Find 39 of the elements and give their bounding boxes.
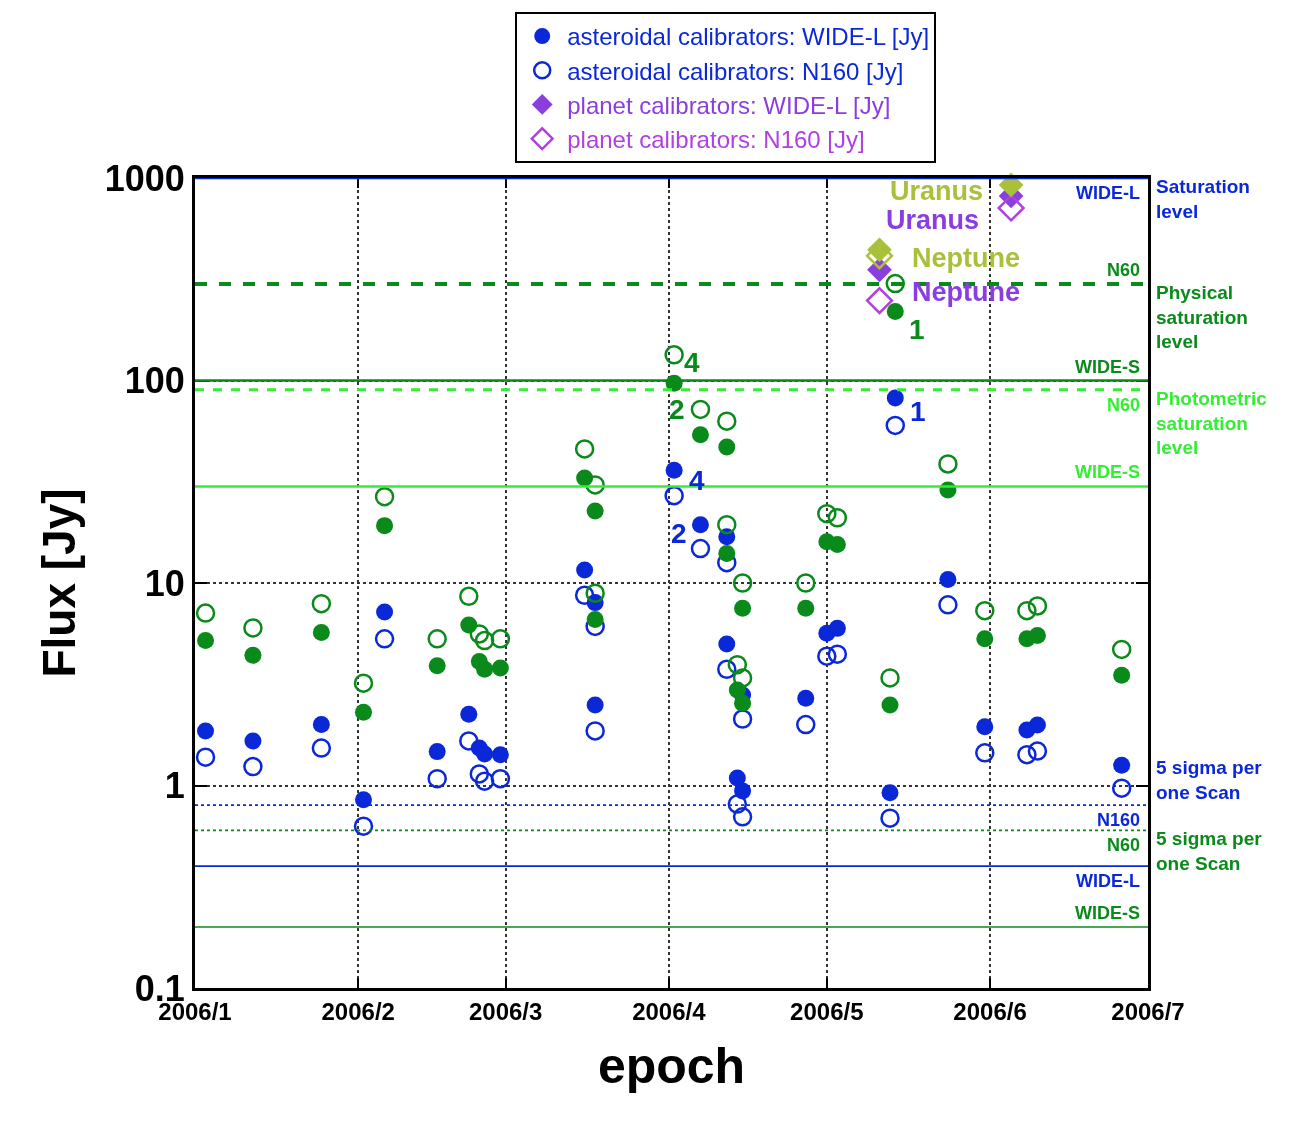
y-tick-label: 1 [164,765,185,807]
x-tick-label: 2006/2 [321,997,395,1025]
annotation: 2 [671,518,687,549]
annotation: 2 [669,394,685,425]
annotation: 4 [684,347,700,378]
legend-label: planet calibrators: WIDE-L [Jy] [567,91,891,119]
y-tick-label: 1000 [104,157,185,199]
ref-line-label: N60 [1107,395,1141,415]
annotation: Neptune [912,277,1020,307]
annotation: 1 [910,396,926,427]
y-tick-label: 10 [144,562,185,604]
x-tick-label: 2006/3 [468,997,543,1025]
ref-line-label: N60 [1107,835,1141,855]
x-tick-label: 2006/4 [632,997,707,1025]
ref-line-label: N160 [1097,810,1141,830]
text: Saturation level [1156,176,1250,222]
legend-label: asteroidal calibrators: WIDE-L [Jy] [567,23,930,51]
x-tick-label: 2006/6 [953,997,1027,1025]
text: 5 sigma per one Scan [1156,828,1263,874]
x-tick-label: 2006/5 [790,997,864,1025]
text: Photometric saturation level [1156,388,1268,459]
annotation: Neptune [912,243,1020,273]
ref-line-label: N60 [1107,260,1141,280]
y-tick-label: 100 [124,360,185,402]
x-axis-title: epoch [597,1038,746,1095]
ref-line-label: WIDE-L [1076,871,1140,891]
ref-line-label: WIDE-S [1075,462,1140,482]
x-tick-label: 2006/7 [1111,997,1185,1025]
annotation: Uranus [886,205,980,235]
annotation: 1 [909,314,925,345]
ref-line-label: WIDE-L [1076,183,1140,203]
legend-label: asteroidal calibrators: N160 [Jy] [567,57,904,85]
legend-label: planet calibrators: N160 [Jy] [567,126,865,154]
text: Physical saturation level [1156,282,1248,353]
y-axis-title: Flux [Jy] [33,488,86,678]
ref-line-label: WIDE-S [1075,903,1140,923]
annotation: Uranus [890,176,984,206]
text: 5 sigma per one Scan [1156,757,1263,803]
ref-line-label: WIDE-S [1075,357,1140,377]
